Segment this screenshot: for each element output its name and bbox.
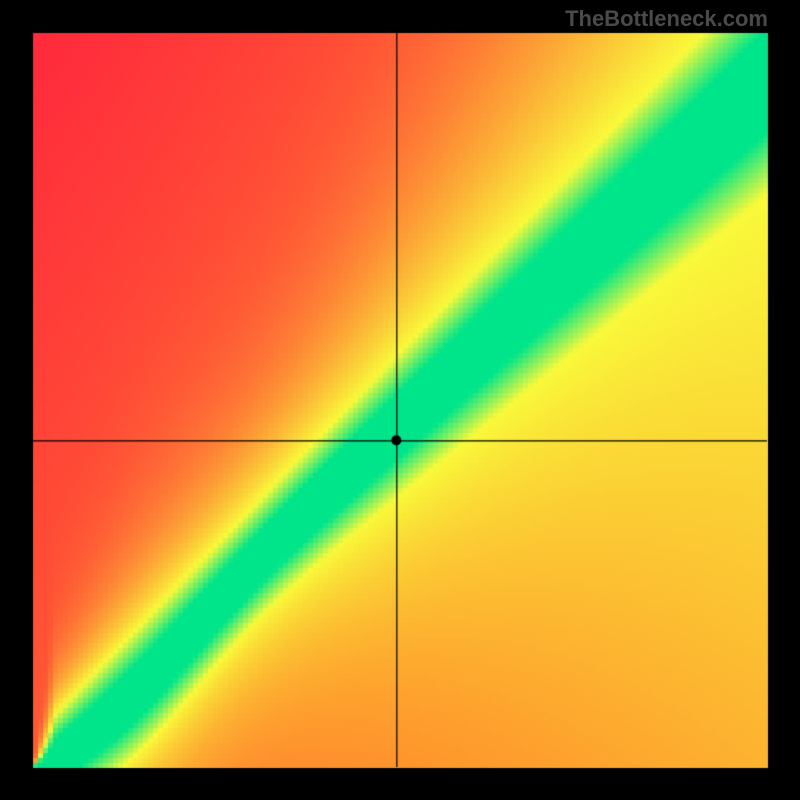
bottleneck-heatmap <box>0 0 800 800</box>
watermark-text: TheBottleneck.com <box>565 6 768 32</box>
chart-container: TheBottleneck.com <box>0 0 800 800</box>
